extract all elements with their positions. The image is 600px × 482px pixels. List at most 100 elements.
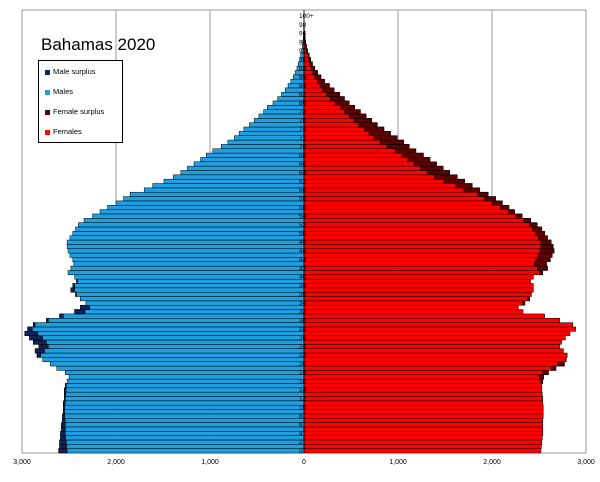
bar-female-surplus bbox=[309, 61, 313, 67]
bar-female bbox=[303, 313, 545, 319]
bar-female bbox=[303, 335, 566, 341]
bar-female-surplus bbox=[344, 109, 361, 115]
bar-female-surplus bbox=[527, 296, 530, 302]
bar-male bbox=[66, 239, 305, 245]
age-label: 98 bbox=[299, 22, 307, 29]
bar-female bbox=[303, 426, 544, 432]
bar-female-surplus bbox=[557, 361, 565, 367]
bar-male-surplus bbox=[64, 396, 66, 402]
age-label: 0 bbox=[299, 448, 303, 455]
bar-female bbox=[303, 235, 548, 241]
bar-female bbox=[303, 383, 543, 389]
bar-male bbox=[59, 444, 305, 449]
bar-female bbox=[303, 326, 576, 332]
bar-female-surplus bbox=[434, 174, 458, 180]
bar-male-surplus bbox=[63, 400, 66, 406]
bar-male-surplus bbox=[24, 331, 39, 336]
bar-female-surplus bbox=[348, 113, 367, 119]
bar-female-surplus bbox=[401, 152, 424, 158]
age-label: 72 bbox=[299, 135, 307, 142]
bar-male bbox=[72, 257, 305, 263]
age-label: 80 bbox=[299, 100, 307, 107]
bar-male bbox=[62, 413, 305, 419]
bar-female bbox=[303, 365, 557, 371]
bar-male-surplus bbox=[36, 352, 42, 358]
age-label: 24 bbox=[299, 344, 307, 351]
age-label: 86 bbox=[299, 74, 307, 81]
bar-female-surplus bbox=[322, 87, 335, 93]
bar-female bbox=[303, 309, 524, 315]
bar-male-surplus bbox=[63, 404, 66, 410]
legend-swatch-male-surplus bbox=[45, 69, 50, 75]
legend-item-male-surplus: Male surplus bbox=[45, 67, 96, 76]
bar-female bbox=[303, 222, 538, 228]
bar-male bbox=[152, 183, 305, 189]
bar-female-surplus bbox=[394, 148, 417, 154]
bar-female bbox=[303, 213, 523, 219]
bar-male bbox=[72, 283, 305, 289]
bar-female-surplus bbox=[316, 78, 325, 84]
bar-female bbox=[303, 417, 544, 423]
bar-female-surplus bbox=[542, 370, 549, 376]
age-label: 52 bbox=[299, 222, 307, 229]
bar-female-surplus bbox=[305, 44, 307, 50]
bar-male bbox=[61, 426, 305, 432]
bar-female-surplus bbox=[523, 218, 531, 223]
bar-female bbox=[303, 248, 555, 254]
bar-male-surplus bbox=[34, 348, 45, 354]
bar-female-surplus bbox=[491, 200, 503, 206]
bar-female bbox=[303, 413, 544, 419]
age-label: 20 bbox=[299, 361, 307, 368]
bar-male bbox=[64, 387, 305, 393]
bar-female-surplus bbox=[534, 257, 551, 263]
bar-female-surplus bbox=[537, 252, 553, 258]
bar-male bbox=[64, 370, 305, 376]
bar-female-surplus bbox=[310, 65, 316, 71]
bar-male bbox=[58, 448, 305, 454]
bar-male bbox=[27, 326, 305, 332]
bar-female-surplus bbox=[340, 105, 356, 110]
bar-female bbox=[303, 270, 544, 276]
bar-female bbox=[303, 448, 542, 454]
age-label: 18 bbox=[299, 370, 307, 377]
bar-male bbox=[253, 118, 305, 123]
age-label: 96 bbox=[299, 31, 307, 38]
bar-female-surplus bbox=[550, 365, 557, 371]
bar-female-surplus bbox=[358, 122, 378, 128]
bar-female-surplus bbox=[306, 48, 309, 54]
bar-male bbox=[74, 274, 305, 280]
bar-male bbox=[64, 391, 305, 397]
bar-female-surplus bbox=[314, 74, 322, 80]
legend-label: Females bbox=[53, 127, 82, 136]
bar-female-surplus bbox=[312, 70, 318, 76]
bar-male bbox=[60, 431, 305, 436]
bar-female-surplus bbox=[407, 157, 431, 163]
bar-female bbox=[303, 431, 544, 436]
age-label: 70 bbox=[299, 144, 307, 151]
bar-female bbox=[303, 318, 560, 323]
bar-male bbox=[163, 178, 305, 184]
bar-female bbox=[303, 322, 574, 328]
bar-female bbox=[303, 374, 544, 380]
bar-male bbox=[60, 435, 305, 441]
bar-male bbox=[42, 357, 305, 362]
bar-female bbox=[303, 409, 544, 415]
bar-male-surplus bbox=[64, 387, 67, 393]
bar-male bbox=[227, 139, 305, 145]
legend: Male surplus Males Female surplus Female… bbox=[38, 60, 123, 143]
bar-male bbox=[83, 218, 305, 223]
bar-male bbox=[187, 165, 305, 171]
bar-male bbox=[243, 126, 305, 132]
bar-male bbox=[129, 191, 305, 197]
bar-male bbox=[99, 209, 305, 215]
bar-male bbox=[75, 226, 305, 232]
bar-male bbox=[59, 439, 305, 445]
bar-female bbox=[303, 404, 544, 410]
bar-female bbox=[303, 400, 544, 406]
x-tick-label: 2,000 bbox=[483, 459, 501, 466]
age-label: 22 bbox=[299, 352, 307, 359]
bar-female bbox=[303, 378, 544, 384]
age-label: 82 bbox=[299, 91, 307, 98]
bar-female-surplus bbox=[426, 170, 450, 176]
age-label: 26 bbox=[299, 335, 307, 342]
